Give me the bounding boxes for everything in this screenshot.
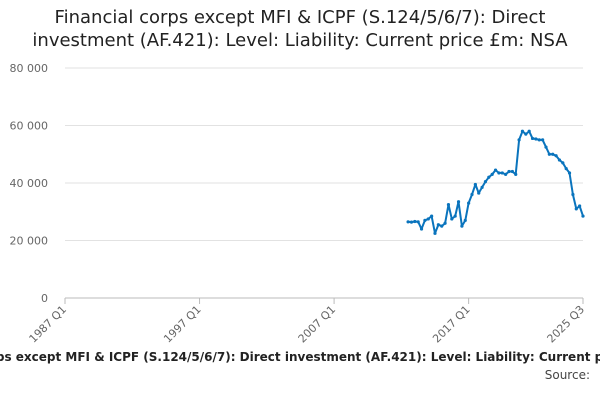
data-series: [406, 129, 585, 235]
data-point[interactable]: [440, 224, 444, 228]
x-tick-label: 2017 Q1: [430, 303, 473, 346]
data-point[interactable]: [530, 136, 535, 141]
data-point[interactable]: [456, 200, 461, 204]
x-axis: 1987 Q1 1997 Q1 2007 Q1 2017 Q1 2025 Q3: [27, 297, 588, 346]
data-point[interactable]: [423, 218, 427, 222]
data-point[interactable]: [520, 129, 525, 133]
y-axis-ticks: 0 20 000 40 000 60 000 80 000: [10, 62, 49, 305]
data-point[interactable]: [574, 207, 578, 211]
series-line: [408, 130, 584, 235]
data-point[interactable]: [497, 171, 501, 175]
y-tick-label: 20 000: [10, 235, 49, 248]
data-point[interactable]: [551, 152, 555, 156]
chart-title-line-2: investment (AF.421): Level: Liability: C…: [32, 30, 568, 51]
data-point[interactable]: [443, 221, 447, 225]
data-point[interactable]: [517, 138, 521, 142]
data-point[interactable]: [514, 172, 518, 176]
data-point[interactable]: [578, 204, 582, 208]
data-point[interactable]: [473, 182, 477, 187]
data-point[interactable]: [483, 179, 488, 184]
data-point[interactable]: [581, 214, 585, 218]
data-point[interactable]: [436, 223, 440, 227]
data-point[interactable]: [480, 185, 484, 189]
source-label: Source:: [544, 368, 590, 382]
data-point[interactable]: [406, 220, 410, 224]
data-point[interactable]: [493, 168, 498, 172]
data-point[interactable]: [433, 231, 437, 235]
data-point[interactable]: [450, 217, 454, 221]
data-point[interactable]: [426, 217, 430, 221]
x-tick-label: 1997 Q1: [161, 303, 204, 346]
data-point[interactable]: [571, 192, 575, 197]
x-tick-label: 2007 Q1: [296, 303, 339, 346]
data-point[interactable]: [463, 218, 467, 222]
grid-lines: [65, 67, 583, 241]
data-point[interactable]: [446, 202, 451, 207]
data-point[interactable]: [504, 172, 508, 176]
chart-footer: Financial corps except MFI & ICPF (S.124…: [0, 350, 600, 390]
data-point[interactable]: [409, 220, 414, 224]
x-tick-label: 2025 Q3: [545, 303, 588, 346]
chart-title: Financial corps except MFI & ICPF (S.124…: [0, 6, 600, 52]
data-point[interactable]: [487, 175, 491, 179]
data-point[interactable]: [544, 145, 548, 149]
data-point[interactable]: [554, 154, 558, 158]
data-point[interactable]: [564, 167, 568, 171]
data-point[interactable]: [524, 132, 528, 136]
data-point[interactable]: [541, 138, 545, 142]
data-point[interactable]: [500, 171, 504, 175]
chart-title-line-1: Financial corps except MFI & ICPF (S.124…: [54, 7, 546, 28]
data-point[interactable]: [561, 161, 565, 165]
y-tick-label: 80 000: [10, 62, 49, 75]
data-point[interactable]: [547, 152, 551, 156]
data-point[interactable]: [527, 129, 531, 133]
data-point[interactable]: [413, 219, 417, 224]
data-point[interactable]: [537, 138, 541, 142]
data-point[interactable]: [534, 137, 538, 141]
data-point[interactable]: [470, 192, 474, 197]
data-point[interactable]: [460, 224, 464, 228]
data-point[interactable]: [490, 172, 494, 176]
y-tick-label: 0: [41, 292, 48, 305]
y-tick-label: 40 000: [10, 177, 49, 190]
data-point[interactable]: [453, 214, 457, 218]
data-point[interactable]: [567, 171, 572, 175]
data-point[interactable]: [507, 169, 511, 174]
x-tick-label: 1987 Q1: [27, 303, 70, 346]
data-point[interactable]: [467, 201, 471, 205]
data-point[interactable]: [510, 169, 514, 174]
data-point[interactable]: [416, 220, 420, 224]
y-tick-label: 60 000: [10, 120, 49, 133]
data-point[interactable]: [477, 191, 481, 195]
data-point[interactable]: [557, 158, 562, 162]
data-point[interactable]: [430, 214, 434, 218]
data-point[interactable]: [419, 227, 424, 231]
footer-series-title: Financial corps except MFI & ICPF (S.124…: [0, 350, 600, 364]
